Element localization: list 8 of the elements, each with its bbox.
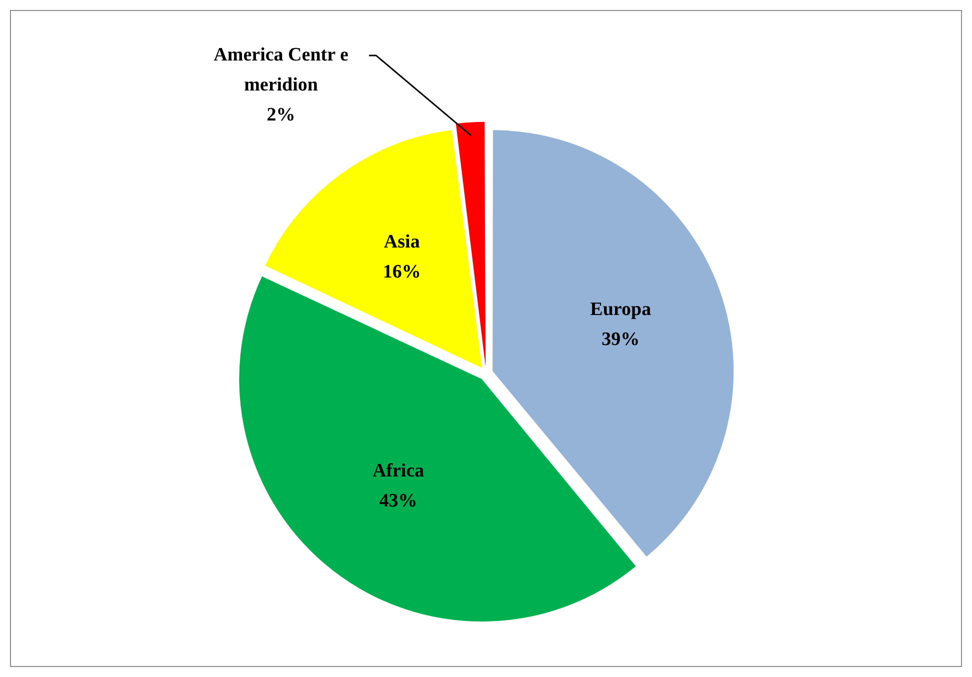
slice-label: America Centr e meridion [214, 44, 348, 96]
slice-label: Asia [384, 232, 420, 253]
data-label: 43% [379, 490, 418, 512]
data-label: 39% [602, 328, 640, 350]
slice-label: Europa [590, 298, 652, 320]
data-label: 16% [382, 262, 421, 283]
slice-label: Africa [372, 460, 425, 482]
data-label: 2% [266, 104, 296, 126]
